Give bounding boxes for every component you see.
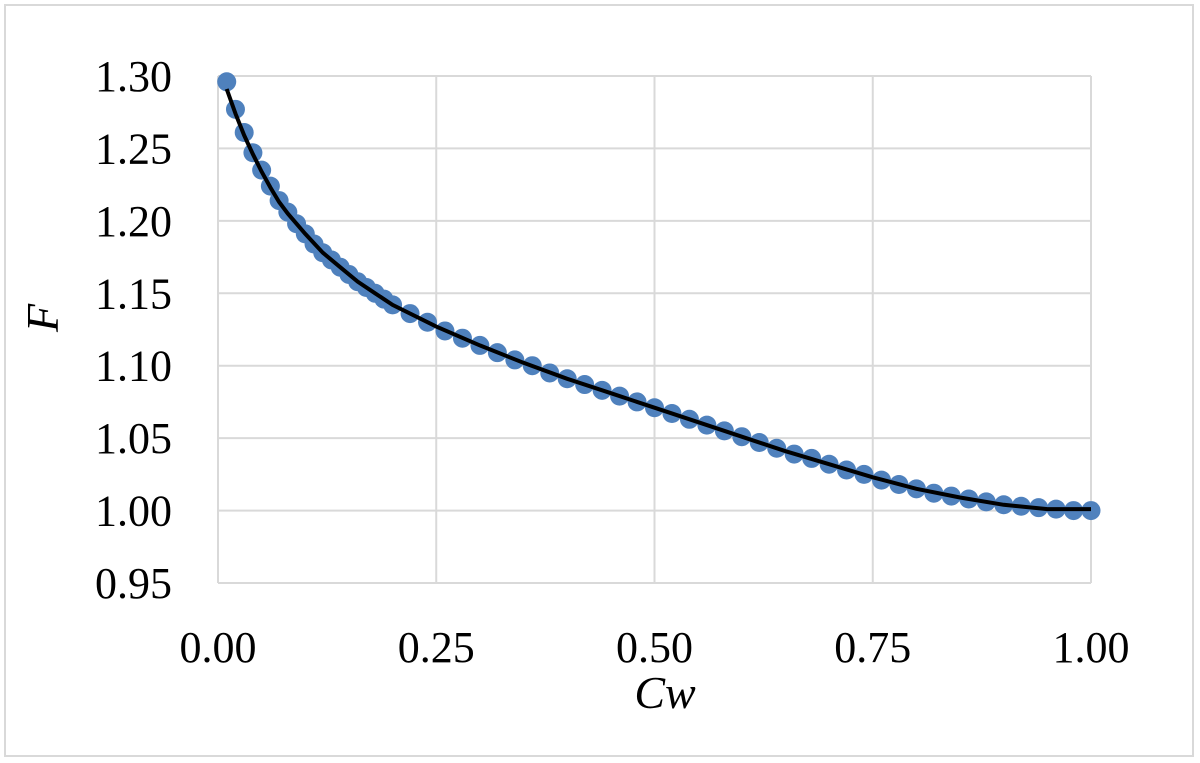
gridlines [217, 75, 1092, 584]
y-tick-labels: 0.95 1.00 1.05 1.10 1.15 1.20 1.25 1.30 [95, 52, 172, 608]
trend-line [224, 88, 1091, 512]
x-tick-labels: 0.00 0.25 0.50 0.75 1.00 [180, 623, 1130, 672]
y-tick-label: 1.15 [95, 269, 172, 318]
x-tick-label: 1.00 [1053, 623, 1130, 672]
y-tick-label: 1.05 [95, 414, 172, 463]
x-tick-label: 0.75 [834, 623, 911, 672]
x-axis-title: Cw [634, 667, 696, 718]
y-tick-label: 1.00 [95, 487, 172, 536]
y-tick-label: 0.95 [95, 559, 172, 608]
y-tick-label: 1.30 [95, 52, 172, 101]
x-tick-label: 0.25 [398, 623, 475, 672]
y-tick-label: 1.10 [95, 342, 172, 391]
y-tick-label: 1.20 [95, 197, 172, 246]
y-tick-label: 1.25 [95, 124, 172, 173]
data-markers [217, 72, 1101, 521]
x-tick-label: 0.50 [616, 623, 693, 672]
y-axis-title: F [17, 303, 68, 333]
data-point [217, 72, 237, 92]
chart-frame [4, 4, 1194, 757]
x-tick-label: 0.00 [180, 623, 257, 672]
